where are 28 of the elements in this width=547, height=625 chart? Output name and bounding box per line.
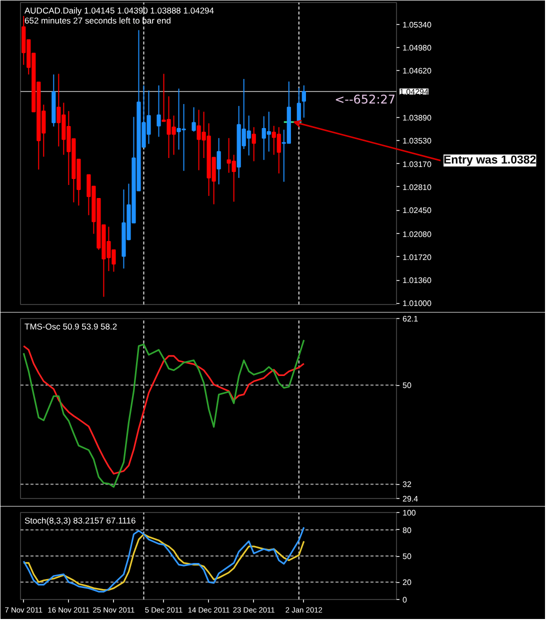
y-tick-label: 62.1 [402, 314, 419, 324]
y-tick-label: 100 [402, 508, 416, 518]
y-tick-label: 1.01720 [402, 252, 432, 262]
y-tick-label: 50 [402, 381, 412, 390]
y-tick-label: 1.03170 [402, 160, 432, 169]
y-tick-label: 1.02450 [402, 206, 432, 216]
y-tick-label: 1.02810 [402, 182, 432, 192]
text: 652 minutes 27 seconds left to bar end [24, 16, 172, 26]
y-tick-label: 80 [402, 526, 412, 535]
y-tick-label: 50 [402, 552, 412, 561]
y-tick-label: 32 [402, 480, 412, 490]
y-tick-label: 1.01000 [402, 299, 432, 308]
y-tick-label: 1.05340 [402, 20, 432, 30]
annotation: Entry was 1.0382 [444, 154, 536, 166]
chart-title: AUDCAD.Daily 1.04145 1.04390 1.03888 1.04294 [24, 6, 214, 16]
y-tick-label: 0 [402, 596, 408, 604]
y-tick-label: 1.03530 [402, 136, 432, 146]
annotation: <--652:27 [334, 92, 396, 107]
y-tick-label: 1.01360 [402, 276, 432, 286]
y-tick-label: 29.4 [402, 494, 419, 504]
y-tick-label: 1.02080 [402, 230, 432, 239]
y-tick-label: 1.03890 [402, 114, 432, 123]
chart-title: Stoch(8,3,3) 83.2157 67.1116 [24, 516, 136, 526]
ref-line-label: 1.04294 [400, 88, 429, 97]
y-tick-label: 1.04980 [402, 43, 432, 52]
chart-title: TMS-Osc 50.9 53.9 58.2 [24, 322, 118, 332]
y-tick-label: 20 [402, 578, 412, 588]
y-tick-label: 1.04620 [402, 66, 432, 76]
